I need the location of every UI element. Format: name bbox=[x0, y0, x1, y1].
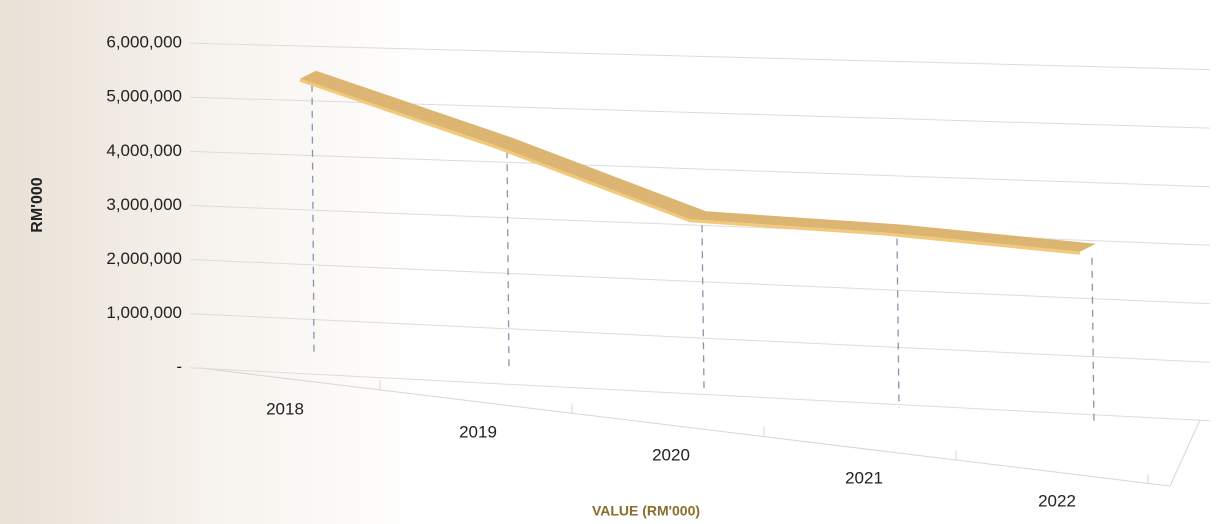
y-tick-label: 6,000,000 bbox=[106, 33, 182, 52]
y-tick-label: 1,000,000 bbox=[106, 303, 182, 322]
grid-line bbox=[189, 367, 1211, 422]
x-tick-label: 2022 bbox=[1038, 491, 1076, 510]
grid-line bbox=[189, 96, 1211, 129]
y-axis-title: RM'000 bbox=[29, 177, 46, 232]
drop-line bbox=[311, 84, 315, 354]
drop-line bbox=[1091, 257, 1095, 427]
y-tick-label: 2,000,000 bbox=[106, 249, 182, 268]
floor-edge bbox=[1169, 419, 1201, 487]
grid-line bbox=[189, 313, 1211, 363]
y-tick-label: 5,000,000 bbox=[106, 87, 182, 106]
y-tick-label: 3,000,000 bbox=[106, 195, 182, 214]
y-tick-label: 4,000,000 bbox=[106, 141, 182, 160]
y-tick-label: - bbox=[176, 357, 182, 376]
drop-line bbox=[701, 225, 705, 390]
drop-line bbox=[506, 151, 510, 372]
x-tick-label: 2021 bbox=[845, 468, 883, 487]
x-tick-label: 2020 bbox=[652, 445, 690, 464]
grid-line bbox=[189, 259, 1211, 305]
x-tick-label: 2018 bbox=[266, 399, 304, 418]
x-axis-title: VALUE (RM'000) bbox=[592, 503, 700, 519]
floor-edge bbox=[199, 367, 1171, 487]
x-tick-label: 2019 bbox=[459, 422, 497, 441]
ribbon-edge bbox=[299, 78, 1081, 255]
drop-line bbox=[896, 238, 900, 408]
ribbon-top bbox=[300, 70, 1096, 252]
grid-line bbox=[189, 42, 1211, 71]
grid-line bbox=[189, 150, 1211, 188]
